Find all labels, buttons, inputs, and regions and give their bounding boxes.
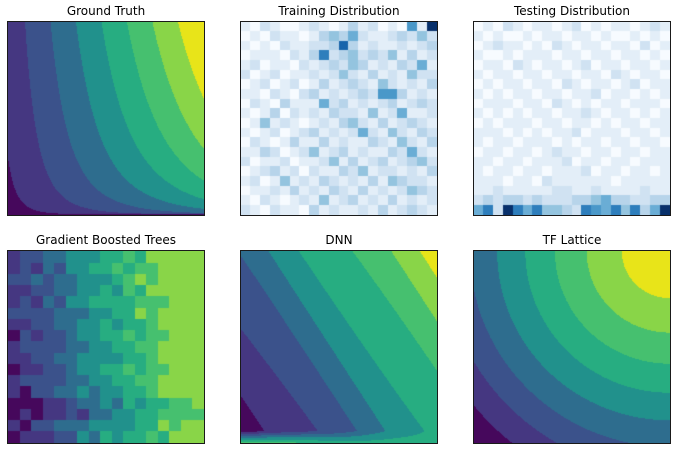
subplot-title-training-distribution: Training Distribution: [278, 4, 400, 18]
tf-lattice-contour-canvas: [474, 251, 670, 443]
testing-distribution-heatmap-canvas: [474, 22, 670, 215]
ground-truth-contour-canvas: [8, 22, 204, 215]
plot-frame-testing-distribution: [473, 21, 671, 216]
plot-frame-ground-truth: [7, 21, 205, 216]
subplot-title-tf-lattice: TF Lattice: [542, 233, 602, 247]
plot-frame-dnn: [240, 250, 438, 444]
subplot-title-dnn: DNN: [325, 233, 353, 247]
plot-frame-tf-lattice: [473, 250, 671, 444]
training-distribution-heatmap-canvas: [241, 22, 437, 215]
dnn-contour-canvas: [241, 251, 437, 443]
subplot-title-testing-distribution: Testing Distribution: [513, 4, 630, 18]
plot-frame-training-distribution: [240, 21, 438, 216]
subplot-title-ground-truth: Ground Truth: [66, 4, 146, 18]
subplot-testing-distribution: Testing Distribution: [473, 4, 671, 216]
subplot-tf-lattice: TF Lattice: [473, 233, 671, 444]
subplot-training-distribution: Training Distribution: [240, 4, 438, 216]
plot-frame-gradient-boosted-trees: [7, 250, 205, 444]
gradient-boosted-trees-contour-canvas: [8, 251, 204, 443]
subplot-dnn: DNN: [240, 233, 438, 444]
subplot-title-gradient-boosted-trees: Gradient Boosted Trees: [36, 233, 176, 247]
subplot-ground-truth: Ground Truth: [7, 4, 205, 216]
subplot-gradient-boosted-trees: Gradient Boosted Trees: [7, 233, 205, 444]
